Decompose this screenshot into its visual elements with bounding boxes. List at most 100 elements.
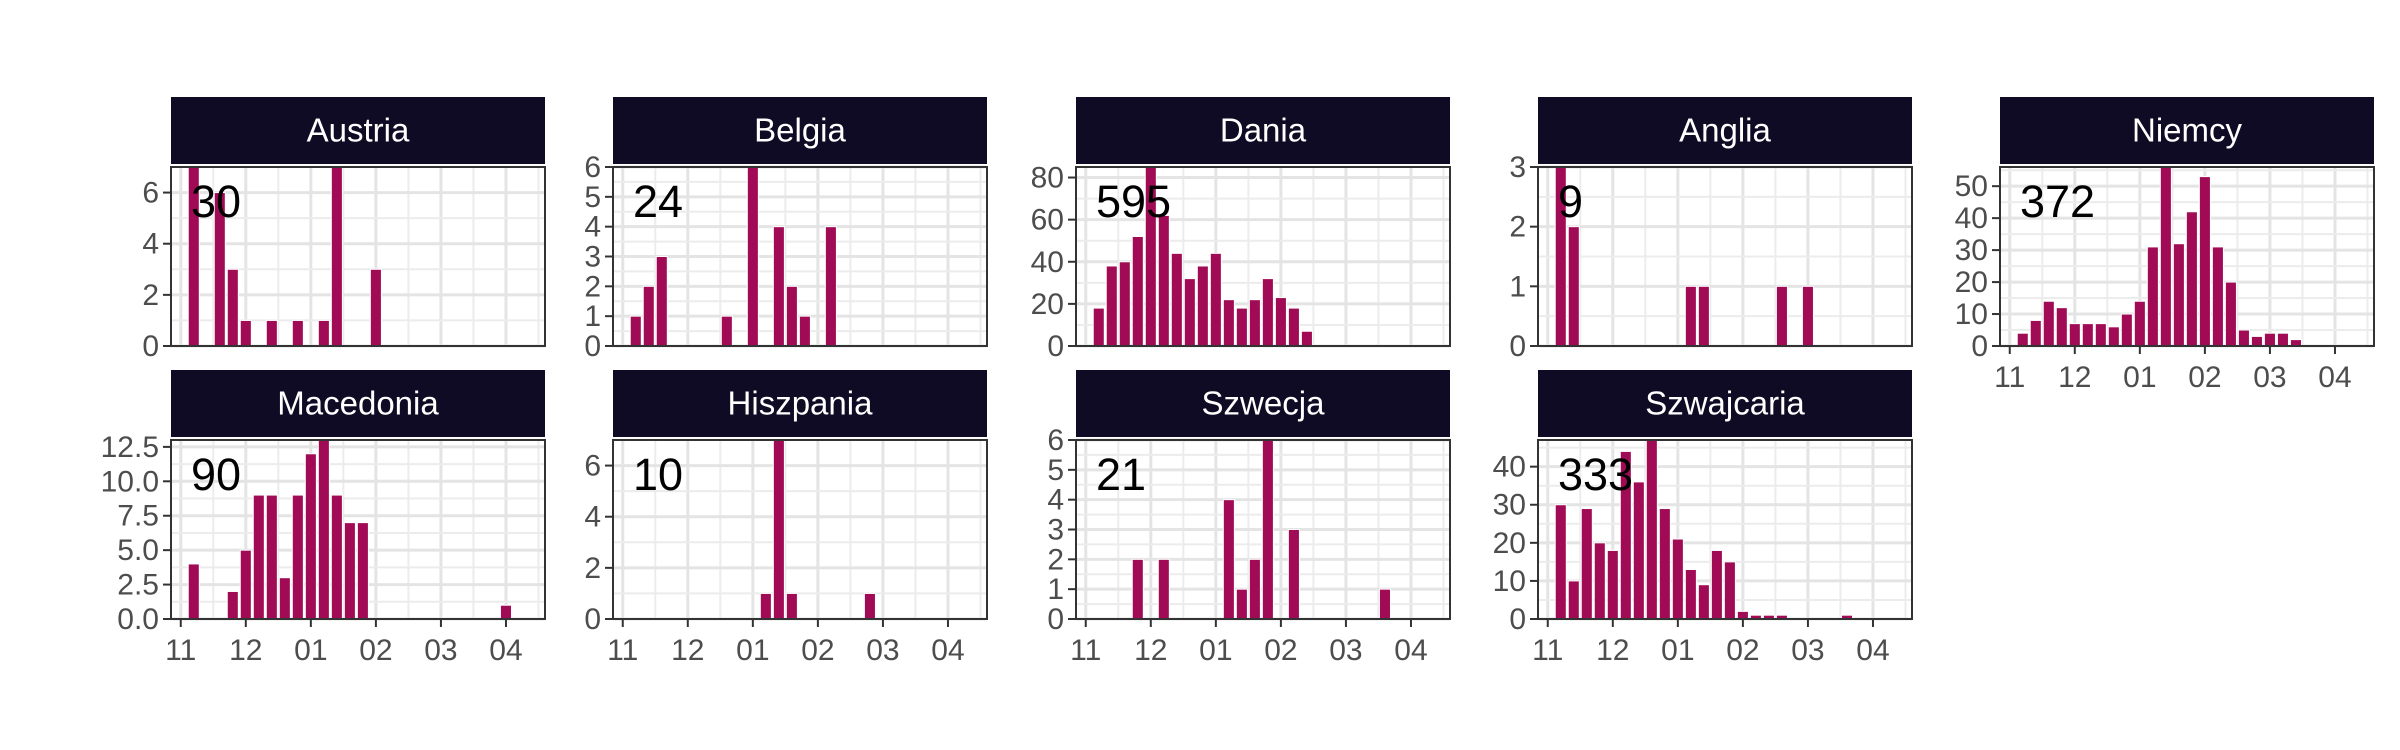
bar (2276, 332, 2289, 347)
strip-anglia (1538, 97, 1912, 164)
bar (2120, 313, 2133, 347)
bar (1170, 252, 1183, 347)
x-tick-label: 03 (2253, 361, 2286, 394)
bar (226, 268, 239, 347)
bar (369, 268, 382, 347)
bar (2237, 329, 2250, 347)
bar (1118, 261, 1131, 347)
bar (252, 494, 265, 620)
bar (759, 592, 772, 620)
bar (2250, 335, 2263, 347)
x-tick-label: 04 (1394, 634, 1427, 667)
bar (1671, 538, 1684, 620)
bar (2042, 300, 2055, 347)
y-tick-label: 4 (584, 211, 601, 244)
bar (1261, 439, 1274, 620)
y-tick-label: 0 (1509, 603, 1526, 636)
y-tick-label: 2 (584, 552, 601, 585)
bar (1606, 549, 1619, 620)
x-tick-label: 11 (1070, 634, 1101, 667)
bar (239, 319, 252, 347)
x-tick-label: 01 (1661, 634, 1694, 667)
y-tick-label: 3 (584, 241, 601, 274)
bar (1196, 265, 1209, 347)
total-label-macedonia: 90 (191, 449, 241, 500)
strip-label-hiszpania: Hiszpania (728, 385, 874, 422)
panel-dania: Dania 595 0 20 40 60 80 (1031, 97, 1451, 363)
y-axis-hiszpania: 0 2 4 6 (584, 450, 613, 636)
total-label-szwajcaria: 333 (1558, 449, 1633, 500)
x-tick-label: 11 (1994, 361, 2025, 394)
bar (798, 315, 811, 347)
bar (330, 494, 343, 620)
x-axis-hiszpania: 11 12 01 02 03 04 (607, 619, 965, 667)
bar (356, 522, 369, 620)
bar (265, 319, 278, 347)
bar (1684, 568, 1697, 620)
bar (1222, 499, 1235, 620)
y-tick-label: 10 (1493, 565, 1526, 598)
bar (1287, 529, 1300, 620)
bar (226, 590, 239, 620)
x-tick-label: 04 (1856, 634, 1889, 667)
y-tick-label: 50 (1955, 170, 1988, 203)
bar (720, 315, 733, 347)
x-axis-niemcy: 11 12 01 02 03 04 (1994, 346, 2352, 394)
bar (1235, 588, 1248, 620)
strip-label-dania: Dania (1220, 112, 1307, 149)
bar (1287, 307, 1300, 347)
strip-niemcy (2000, 97, 2374, 164)
y-tick-label: 3 (1509, 151, 1526, 184)
bar (1300, 330, 1313, 347)
y-tick-label: 4 (142, 228, 159, 261)
bar (291, 319, 304, 347)
y-tick-label: 10.0 (101, 465, 159, 498)
bars-dania (1092, 166, 1313, 347)
bar (2263, 332, 2276, 347)
y-tick-label: 6 (584, 151, 601, 184)
total-label-dania: 595 (1096, 176, 1171, 227)
y-tick-label: 10 (1955, 298, 1988, 331)
bar (1645, 439, 1658, 620)
x-tick-label: 01 (2123, 361, 2156, 394)
bar (1261, 278, 1274, 347)
y-tick-label: 40 (1493, 451, 1526, 484)
bar (278, 577, 291, 620)
bar (1567, 226, 1580, 347)
x-tick-label: 12 (671, 634, 704, 667)
total-label-szwecja: 21 (1096, 449, 1146, 500)
bar (1684, 285, 1697, 347)
bar (1710, 549, 1723, 620)
bar (1235, 307, 1248, 347)
total-label-niemcy: 372 (2020, 176, 2095, 227)
x-tick-label: 03 (1329, 634, 1362, 667)
y-tick-label: 0 (584, 330, 601, 363)
y-tick-label: 60 (1031, 204, 1064, 237)
bar (1580, 508, 1593, 620)
y-axis-szwajcaria: 0 10 20 30 40 (1493, 451, 1538, 636)
bar (317, 439, 330, 620)
bar (1723, 561, 1736, 620)
y-tick-label: 12.5 (101, 431, 159, 464)
bar (2081, 323, 2094, 347)
bar (2068, 323, 2081, 347)
bar (1183, 278, 1196, 347)
bar (2185, 211, 2198, 347)
x-tick-label: 02 (2188, 361, 2221, 394)
x-tick-label: 04 (489, 634, 522, 667)
bar (2107, 326, 2120, 347)
x-tick-label: 02 (359, 634, 392, 667)
x-tick-label: 02 (1726, 634, 1759, 667)
x-tick-label: 04 (2318, 361, 2351, 394)
y-tick-label: 7.5 (117, 500, 159, 533)
bar (1131, 235, 1144, 347)
bar (1209, 252, 1222, 347)
bar (291, 494, 304, 620)
y-axis-macedonia: 0.02.55.07.510.012.5 (101, 431, 171, 636)
